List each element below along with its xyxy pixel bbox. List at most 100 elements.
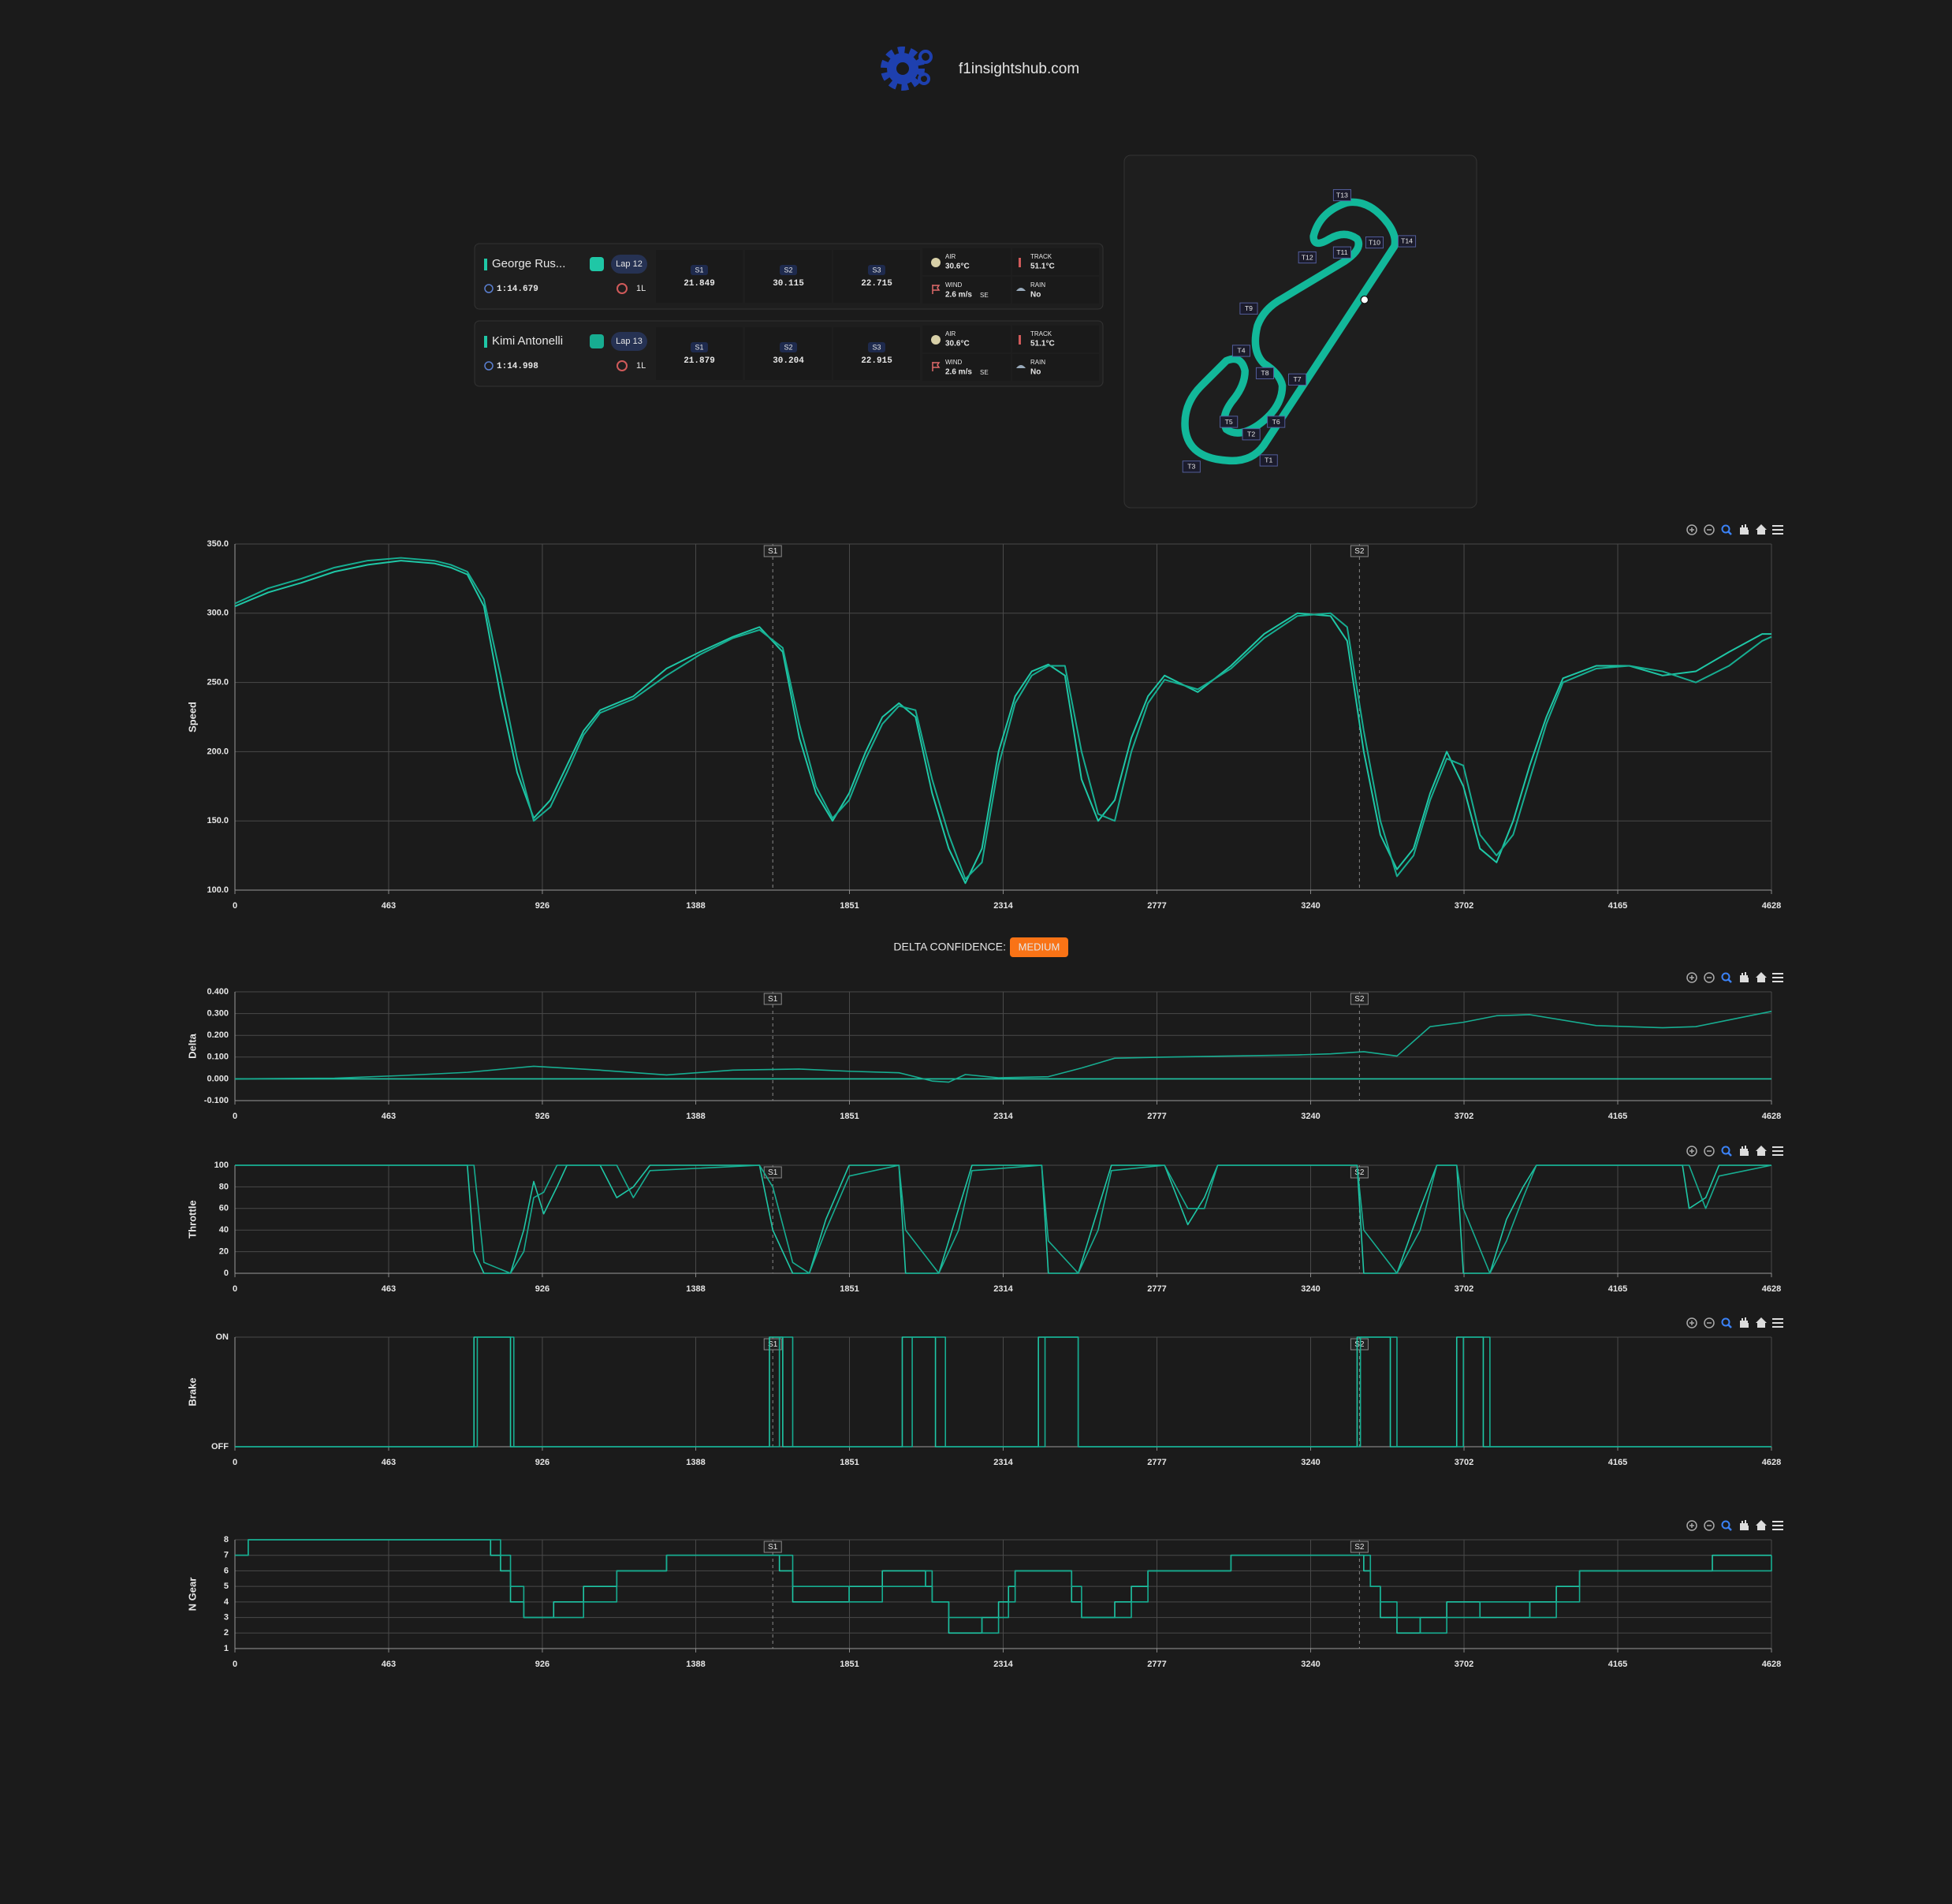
sector-label: S2 (1354, 1168, 1365, 1177)
site-name[interactable]: f1insightshub.com (959, 61, 1079, 77)
wind-direction: SE (980, 292, 989, 299)
sector-label-box (1350, 545, 1369, 557)
y-axis-title: Brake (186, 1377, 198, 1406)
turn-label-box (1182, 460, 1201, 473)
menu-button[interactable] (1772, 1521, 1783, 1530)
x-tick-label: 463 (382, 1660, 396, 1669)
y-tick-label: 8 (224, 1535, 229, 1544)
sector-label-pill (868, 265, 885, 275)
sector-panel (656, 327, 743, 380)
sector-label: S3 (872, 266, 881, 274)
lap-pill (611, 255, 647, 274)
sector-label-pill (780, 265, 797, 275)
sector-label-box (763, 1541, 782, 1553)
y-tick-label: 300.0 (207, 609, 229, 618)
sector-time: 22.915 (861, 356, 892, 366)
series-line (234, 1011, 1772, 1083)
x-tick-label: 0 (233, 1284, 237, 1294)
track-map-panel (1123, 155, 1477, 509)
sector-label-pill (868, 342, 885, 352)
zoom-select-button[interactable] (1721, 1146, 1730, 1155)
zoom-select-button[interactable] (1721, 1317, 1730, 1327)
zoom-in-button[interactable] (1686, 1520, 1697, 1531)
pan-button[interactable] (1740, 524, 1749, 535)
reset-button[interactable] (1756, 524, 1767, 535)
clock-icon (484, 361, 494, 371)
wind-icon (932, 285, 941, 294)
pan-button[interactable] (1740, 1146, 1749, 1156)
turn-label-box (1398, 235, 1417, 248)
turn-label-box (1298, 251, 1317, 264)
zoom-select-button[interactable] (1721, 1520, 1730, 1530)
y-tick-label: 200.0 (207, 747, 229, 756)
zoom-in-button[interactable] (1686, 972, 1697, 983)
clock-icon (484, 284, 494, 293)
turn-label: T3 (1187, 463, 1195, 471)
x-tick-label: 3702 (1455, 1112, 1473, 1121)
zoom-select-button[interactable] (1721, 972, 1730, 982)
sector-label-pill (691, 265, 708, 275)
rain-icon (1016, 288, 1026, 291)
x-tick-label: 2314 (993, 1660, 1013, 1669)
sector-label: S1 (695, 343, 703, 351)
menu-button[interactable] (1772, 1318, 1783, 1328)
reset-button[interactable] (1756, 972, 1767, 982)
pan-button[interactable] (1740, 1520, 1749, 1530)
lap-number: Lap 13 (616, 337, 643, 346)
zoom-out-button[interactable] (1704, 1520, 1715, 1531)
turn-label: T12 (1302, 253, 1313, 261)
turn-label: T5 (1225, 418, 1233, 426)
y-tick-label: 0.400 (207, 987, 229, 997)
wind-icon (932, 362, 941, 371)
x-tick-label: 3240 (1301, 1660, 1320, 1669)
air-temp: 30.6°C (945, 263, 970, 271)
reset-button[interactable] (1756, 1146, 1767, 1156)
zoom-in-button[interactable] (1686, 1317, 1697, 1328)
turn-label: T13 (1336, 191, 1348, 199)
zoom-select-button[interactable] (1721, 524, 1730, 534)
zoom-in-button[interactable] (1686, 1146, 1697, 1157)
turn-label: T14 (1401, 237, 1413, 245)
pan-button[interactable] (1740, 972, 1749, 982)
rain-label: RAIN (1030, 281, 1045, 289)
sector-time: 21.849 (684, 279, 715, 289)
delta-confidence-value: MEDIUM (1019, 941, 1060, 952)
menu-button[interactable] (1772, 1146, 1783, 1156)
y-tick-label: 1 (224, 1644, 229, 1653)
x-tick-label: 463 (382, 1284, 396, 1294)
turn-label-box (1255, 367, 1275, 379)
y-tick-label: 6 (224, 1566, 229, 1575)
x-tick-label: 4628 (1762, 1112, 1781, 1121)
menu-button[interactable] (1772, 525, 1783, 535)
pan-button[interactable] (1740, 1317, 1749, 1328)
track-temp: 51.1°C (1030, 340, 1055, 348)
sector-label: S1 (768, 547, 778, 556)
y-tick-label: 0.000 (207, 1074, 229, 1083)
y-tick-label: 100.0 (207, 885, 229, 895)
sector-label-box (1350, 1338, 1369, 1351)
zoom-out-button[interactable] (1704, 972, 1715, 983)
tyre-age: 1L (636, 284, 646, 293)
y-axis-title: N Gear (186, 1578, 198, 1612)
x-tick-label: 926 (535, 1458, 549, 1467)
reset-button[interactable] (1756, 1317, 1767, 1328)
track-label: TRACK (1030, 330, 1052, 337)
zoom-out-button[interactable] (1704, 1317, 1715, 1328)
zoom-in-button[interactable] (1686, 524, 1697, 535)
y-tick-label: 0.300 (207, 1009, 229, 1019)
zoom-out-button[interactable] (1704, 524, 1715, 535)
sector-label: S1 (768, 1168, 778, 1177)
driver-name[interactable]: George Rus... (492, 257, 565, 270)
x-tick-label: 2777 (1147, 1284, 1166, 1294)
reset-button[interactable] (1756, 1520, 1767, 1530)
air-label: AIR (945, 253, 956, 260)
track-outline (1181, 198, 1399, 465)
zoom-out-button[interactable] (1704, 1146, 1715, 1157)
y-tick-label: ON (216, 1332, 229, 1342)
driver-color-bar (484, 336, 487, 348)
sector-label: S1 (695, 266, 703, 274)
sector-label: S2 (784, 266, 792, 274)
driver-name[interactable]: Kimi Antonelli (492, 334, 563, 348)
menu-button[interactable] (1772, 973, 1783, 982)
sector-label: S2 (784, 343, 792, 351)
